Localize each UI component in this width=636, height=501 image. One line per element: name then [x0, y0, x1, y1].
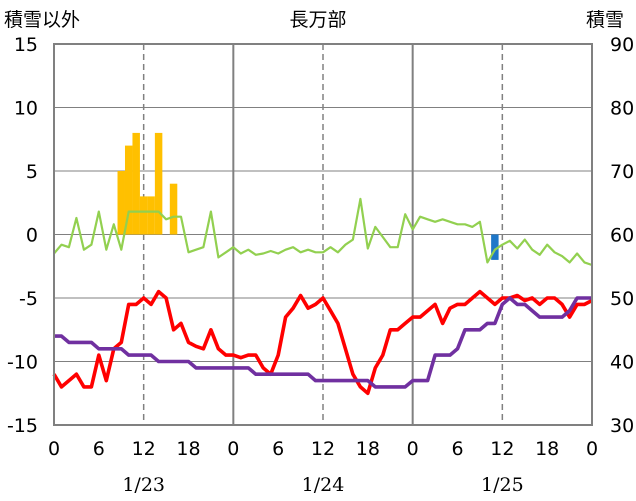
x-tick-label: 0	[227, 438, 239, 460]
purple-line	[54, 296, 592, 389]
right-tick-label: 60	[610, 225, 634, 247]
x-tick-label: 0	[586, 438, 598, 460]
x-tick-labels: 0 6 12 18 0 6 12 18 0 6 12 18 0	[48, 438, 598, 460]
x-tick-label: 6	[451, 438, 463, 460]
date-labels: 1/23 1/24 1/25	[122, 474, 523, 496]
x-tick-label: 18	[356, 438, 380, 460]
series-lines	[52, 197, 593, 396]
x-tick-label: 0	[407, 438, 419, 460]
x-tick-label: 0	[48, 438, 60, 460]
right-tick-labels: 30 40 50 60 70 80 90	[610, 34, 634, 437]
bar	[491, 234, 499, 260]
bar	[132, 132, 140, 235]
bar	[147, 196, 155, 235]
x-tick-label: 12	[132, 438, 156, 460]
bar	[154, 132, 163, 235]
green-line	[53, 197, 593, 267]
bar	[117, 171, 125, 235]
bar	[124, 145, 133, 235]
bar	[139, 196, 148, 235]
right-tick-label: 70	[610, 161, 634, 183]
left-tick-label: 5	[26, 161, 38, 183]
right-tick-label: 90	[610, 34, 634, 56]
left-tick-label: 0	[26, 225, 38, 247]
x-tick-label: 12	[490, 438, 514, 460]
x-tick-label: 12	[311, 438, 335, 460]
red-line	[52, 289, 593, 396]
bar	[169, 183, 178, 235]
left-tick-label: -5	[19, 288, 38, 310]
right-tick-label: 30	[610, 415, 634, 437]
x-tick-label: 6	[272, 438, 284, 460]
x-tick-label: 6	[93, 438, 105, 460]
chart-title: 長万部	[289, 9, 346, 31]
bars	[117, 132, 499, 260]
left-tick-label: -10	[7, 352, 38, 374]
right-axis-label: 積雪	[586, 9, 624, 31]
left-tick-label: 10	[14, 98, 38, 120]
left-axis-label: 積雪以外	[4, 9, 80, 31]
left-tick-label: -15	[7, 415, 38, 437]
x-tick-label: 18	[535, 438, 559, 460]
date-label: 1/25	[481, 474, 524, 496]
date-label: 1/24	[302, 474, 345, 496]
left-tick-label: 15	[14, 34, 38, 56]
left-tick-labels: -15 -10 -5 0 5 10 15	[7, 34, 38, 437]
right-tick-label: 80	[610, 98, 634, 120]
x-tick-label: 18	[176, 438, 200, 460]
plot-frame	[53, 43, 593, 426]
date-label: 1/23	[122, 474, 165, 496]
right-tick-label: 50	[610, 288, 634, 310]
right-tick-label: 40	[610, 352, 634, 374]
